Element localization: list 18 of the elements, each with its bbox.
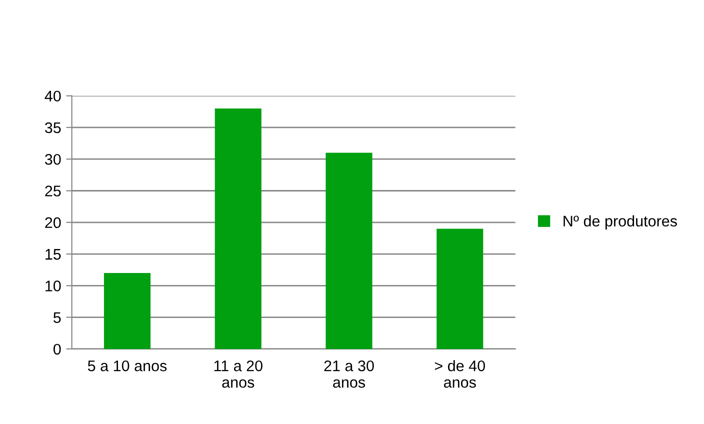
y-tick-label: 40 xyxy=(44,90,61,102)
y-tick-label: 25 xyxy=(45,186,61,196)
y-tick-label: 5 xyxy=(54,312,61,323)
y-tick-label: 10 xyxy=(46,280,61,292)
bar xyxy=(436,228,484,349)
y-tick-label: 20 xyxy=(45,217,61,228)
y-tick-label: 0 xyxy=(53,344,61,355)
y-tick-label: 15 xyxy=(46,249,61,260)
x-tick-label: > de 40 anos xyxy=(434,360,485,388)
y-tick-label: 35 xyxy=(44,122,61,134)
x-tick-label: 5 a 10 anos xyxy=(88,360,167,372)
legend-label: Nº de produtores xyxy=(564,215,677,230)
bar xyxy=(326,152,372,349)
x-tick-label: 11 a 20 anos xyxy=(214,360,262,388)
x-tick-label: 21 a 30 anos xyxy=(324,360,374,388)
y-tick-label: 30 xyxy=(44,154,61,165)
bar xyxy=(104,273,151,349)
bar xyxy=(214,108,262,349)
